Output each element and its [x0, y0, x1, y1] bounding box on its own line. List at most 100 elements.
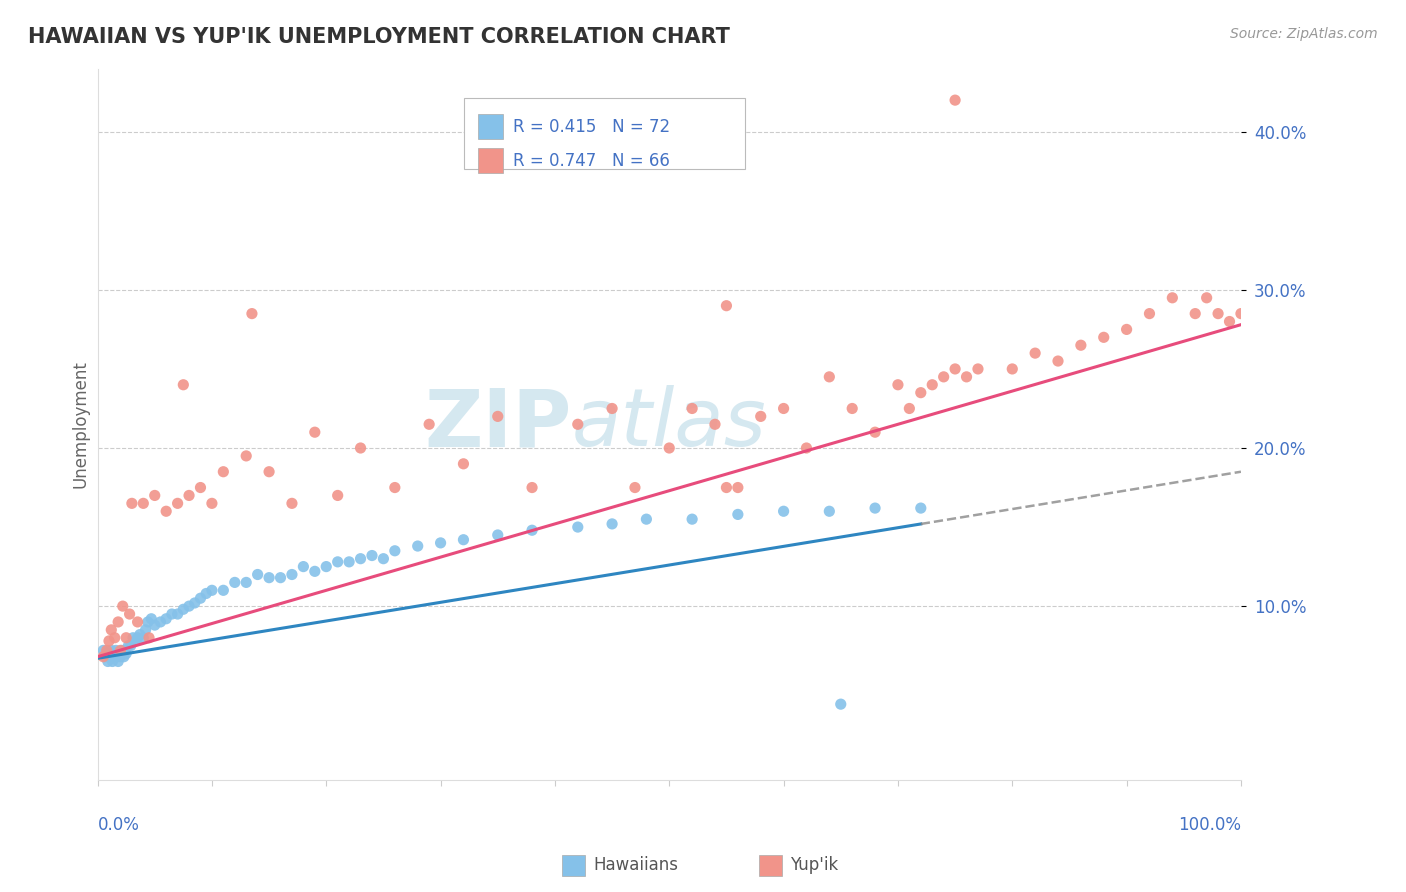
Point	[132, 496, 155, 510]
Point	[121, 496, 143, 510]
Point	[107, 655, 129, 669]
Point	[349, 551, 371, 566]
Text: 0.0%: 0.0%	[97, 815, 139, 834]
Point	[128, 627, 150, 641]
Point	[111, 647, 134, 661]
Point	[143, 618, 166, 632]
Text: R = 0.747   N = 66: R = 0.747 N = 66	[513, 152, 671, 169]
Point	[112, 649, 135, 664]
Point	[117, 639, 139, 653]
Point	[172, 377, 194, 392]
Point	[240, 307, 263, 321]
Point	[898, 401, 921, 416]
Point	[1070, 338, 1092, 352]
Point	[155, 504, 177, 518]
Point	[143, 488, 166, 502]
Point	[384, 481, 406, 495]
Point	[190, 481, 212, 495]
Text: R = 0.415   N = 72: R = 0.415 N = 72	[513, 118, 671, 136]
Point	[110, 649, 132, 664]
Point	[337, 555, 360, 569]
Point	[127, 615, 149, 629]
Point	[115, 631, 138, 645]
Point	[94, 649, 117, 664]
Point	[600, 516, 623, 531]
Point	[246, 567, 269, 582]
Point	[818, 369, 841, 384]
Point	[796, 441, 818, 455]
Point	[166, 496, 188, 510]
Point	[486, 409, 509, 424]
Point	[1139, 307, 1161, 321]
Point	[166, 607, 188, 621]
Point	[658, 441, 681, 455]
Point	[172, 602, 194, 616]
Point	[270, 571, 292, 585]
Point	[212, 465, 235, 479]
Text: ZIP: ZIP	[425, 385, 572, 463]
Point	[863, 425, 886, 440]
Point	[98, 634, 121, 648]
Point	[160, 607, 183, 621]
Point	[118, 607, 141, 621]
Text: atlas: atlas	[572, 385, 766, 463]
Point	[281, 567, 304, 582]
Point	[326, 555, 349, 569]
Point	[108, 647, 131, 661]
Point	[967, 362, 990, 376]
Point	[943, 93, 966, 107]
Point	[1195, 291, 1218, 305]
Point	[141, 612, 163, 626]
Point	[772, 401, 794, 416]
Point	[910, 385, 932, 400]
Point	[100, 643, 122, 657]
Point	[887, 377, 910, 392]
Point	[96, 647, 118, 661]
Point	[624, 481, 647, 495]
Point	[111, 599, 134, 614]
Point	[520, 481, 543, 495]
Point	[91, 643, 114, 657]
Point	[716, 299, 738, 313]
Point	[600, 401, 623, 416]
Point	[727, 481, 749, 495]
Point	[101, 655, 124, 669]
Point	[681, 512, 703, 526]
Point	[127, 631, 149, 645]
Point	[910, 501, 932, 516]
Point	[98, 647, 121, 661]
Point	[124, 634, 146, 648]
Text: 100.0%: 100.0%	[1178, 815, 1241, 834]
Point	[1115, 322, 1137, 336]
Point	[636, 512, 658, 526]
Point	[486, 528, 509, 542]
Point	[749, 409, 772, 424]
Point	[97, 655, 120, 669]
Point	[1001, 362, 1024, 376]
Point	[149, 615, 172, 629]
Point	[104, 643, 127, 657]
Point	[257, 571, 280, 585]
Point	[120, 639, 142, 653]
Point	[91, 649, 114, 664]
Point	[841, 401, 863, 416]
Y-axis label: Unemployment: Unemployment	[72, 360, 89, 488]
Point	[315, 559, 337, 574]
Point	[105, 649, 128, 664]
Point	[103, 649, 125, 664]
Point	[453, 533, 475, 547]
Point	[184, 596, 207, 610]
Point	[361, 549, 384, 563]
Point	[107, 615, 129, 629]
Point	[201, 496, 224, 510]
Point	[349, 441, 371, 455]
Point	[177, 599, 200, 614]
Point	[110, 643, 132, 657]
Point	[1206, 307, 1229, 321]
Point	[122, 631, 145, 645]
Point	[716, 481, 738, 495]
Point	[110, 643, 132, 657]
Point	[212, 583, 235, 598]
Point	[1092, 330, 1115, 344]
Point	[190, 591, 212, 606]
